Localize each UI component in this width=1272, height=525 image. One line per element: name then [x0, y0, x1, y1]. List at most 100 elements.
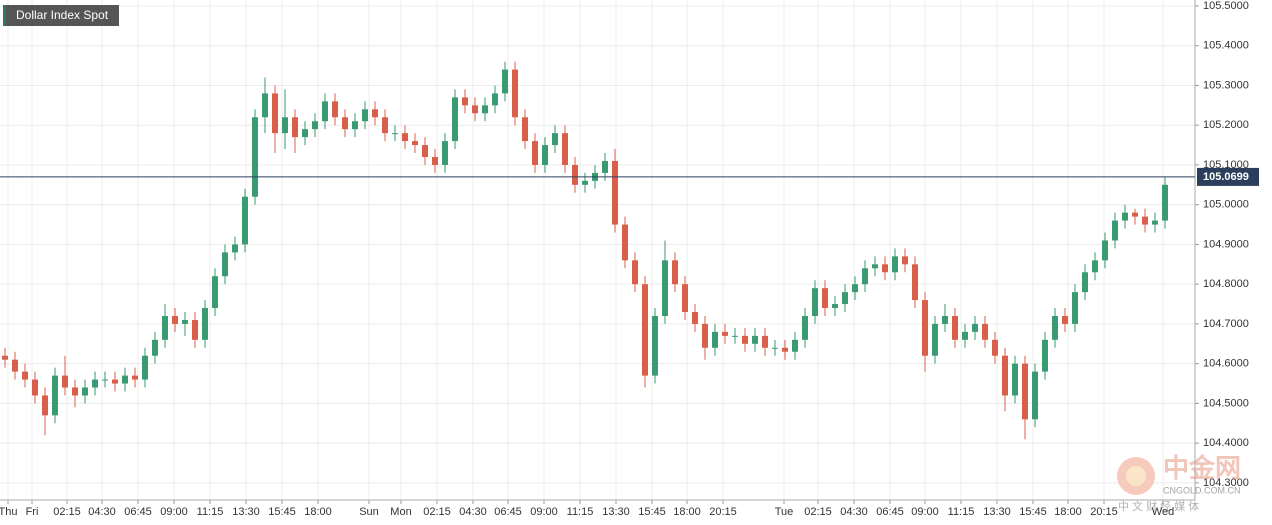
y-tick-label: 105.1000 [1203, 159, 1249, 171]
candle-body [12, 359, 18, 372]
candle-body [2, 355, 8, 360]
watermark-slogan: 中 文 财 经 媒 体 [1118, 499, 1199, 513]
x-tick-label: 20:15 [709, 506, 737, 518]
x-tick-label: 13:30 [602, 506, 630, 518]
x-tick-label: 15:45 [268, 506, 296, 518]
candle-body [602, 160, 608, 173]
x-tick-label: Fri [26, 506, 39, 518]
watermark-logo: 中金网 [1163, 453, 1241, 483]
x-tick-label: 02:15 [53, 506, 81, 518]
candle-body [372, 109, 378, 118]
candle-body [1132, 212, 1138, 217]
candle-body [232, 244, 238, 253]
candle-body [242, 196, 248, 245]
candle-body [1102, 240, 1108, 261]
candle-body [442, 141, 448, 165]
x-tick-label: Thu [0, 506, 17, 518]
candle-body [32, 379, 38, 396]
candle-body [72, 387, 78, 396]
candle-body [352, 121, 358, 130]
candle-body [1122, 212, 1128, 221]
x-tick-label: 11:15 [567, 506, 594, 518]
candle-body [812, 288, 818, 316]
candle-body [522, 117, 528, 142]
candle-body [1012, 363, 1018, 396]
y-tick-label: 105.3000 [1203, 79, 1249, 91]
candle-body [42, 395, 48, 416]
candle-body [472, 105, 478, 114]
x-tick-label: 11:15 [197, 506, 224, 518]
candle-body [532, 141, 538, 165]
last-price-label: 105.0699 [1203, 171, 1249, 183]
candle-body [782, 347, 788, 352]
candle-body [652, 315, 658, 376]
candle-body [1042, 339, 1048, 372]
candle-body [882, 264, 888, 273]
candle-body [642, 284, 648, 376]
candle-body [992, 339, 998, 356]
candle-body [862, 268, 868, 285]
candle-body [1092, 260, 1098, 273]
candle-body [752, 335, 758, 344]
candle-body [282, 117, 288, 134]
x-tick-label: 09:00 [530, 506, 558, 518]
x-tick-label: 04:30 [840, 506, 868, 518]
candle-body [922, 300, 928, 356]
candle-body [272, 93, 278, 134]
y-tick-label: 104.3000 [1203, 477, 1249, 489]
candle-body [952, 315, 958, 340]
y-tick-label: 104.4000 [1203, 437, 1249, 449]
candle-body [802, 315, 808, 340]
watermark-logo-inner [1126, 466, 1146, 486]
candle-body [152, 339, 158, 356]
candle-body [832, 304, 838, 309]
y-tick-label: 104.8000 [1203, 278, 1249, 290]
candle-body [202, 308, 208, 340]
candle-body [852, 284, 858, 293]
x-tick-label: 18:00 [1054, 506, 1082, 518]
candle-body [112, 379, 118, 384]
candle-body [182, 319, 188, 324]
candle-body [222, 252, 228, 277]
x-tick-label: 06:45 [124, 506, 152, 518]
candle-body [122, 375, 128, 384]
candle-body [732, 335, 738, 337]
candle-body [332, 101, 338, 118]
candle-body [452, 97, 458, 142]
candle-body [1022, 363, 1028, 420]
x-tick-label: 15:45 [638, 506, 666, 518]
candle-body [302, 129, 308, 138]
x-tick-label: 13:30 [983, 506, 1011, 518]
x-tick-label: 20:15 [1090, 506, 1118, 518]
x-tick-label: 13:30 [232, 506, 260, 518]
candle-body [772, 347, 778, 349]
x-tick-label: 04:30 [459, 506, 487, 518]
candle-body [162, 315, 168, 340]
candle-body [892, 256, 898, 273]
x-tick-label: 18:00 [304, 506, 332, 518]
candle-body [562, 133, 568, 165]
x-tick-label: Mon [390, 506, 411, 518]
x-tick-label: 06:45 [876, 506, 904, 518]
candle-body [392, 133, 398, 135]
last-price-box [1197, 167, 1259, 186]
x-tick-label: Wed [1152, 506, 1174, 518]
x-tick-label: Tue [775, 506, 794, 518]
candle-body [612, 160, 618, 225]
candle-body [742, 335, 748, 344]
chart-title: Dollar Index Spot [16, 8, 109, 22]
candle-body [982, 323, 988, 340]
candle-body [1082, 272, 1088, 293]
y-tick-label: 105.5000 [1203, 0, 1249, 12]
candle-body [702, 323, 708, 348]
watermark-site: CNGOLD.COM.CN [1163, 485, 1241, 495]
candle-body [972, 323, 978, 332]
candle-body [1152, 220, 1158, 225]
candle-body [252, 117, 258, 197]
candle-body [572, 164, 578, 185]
x-tick-label: 06:45 [494, 506, 522, 518]
candle-body [1052, 315, 1058, 340]
candle-body [1142, 216, 1148, 225]
candle-body [492, 93, 498, 106]
